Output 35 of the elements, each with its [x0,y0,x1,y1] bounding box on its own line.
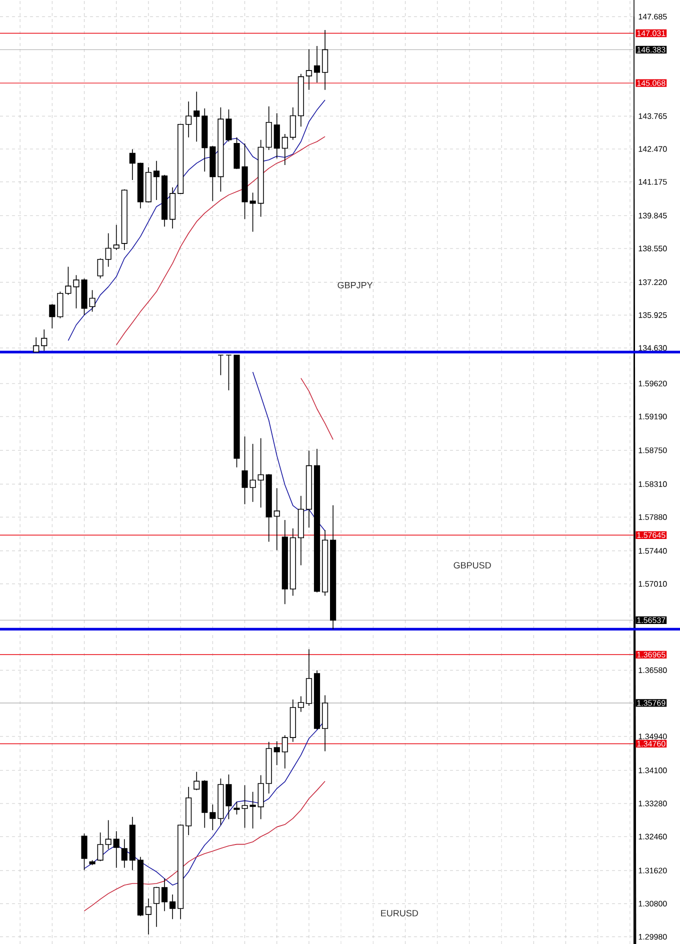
y-tick-label: 1.58750 [638,447,667,454]
ref-line-label: 147.031 [637,30,666,36]
ref-line-label: 146.383 [637,46,666,53]
text: GBPUSD [454,562,491,568]
y-tick-label: 1.57880 [638,514,667,520]
y-tick-label: 1.59620 [638,380,667,386]
ref-line-label: 1.56537 [637,617,666,623]
y-tick-label: 135.925 [638,312,667,318]
y-tick-label: 1.31620 [638,868,667,874]
y-tick-label: 1.33280 [638,800,667,806]
ref-line-label: 1.35769 [637,700,666,706]
ref-line-label: 1.57645 [637,532,666,538]
y-tick-label: 143.765 [638,113,667,119]
y-tick-label: 1.29980 [638,934,667,940]
y-tick-label: 139.845 [638,212,667,218]
y-tick-label: 141.175 [638,179,667,185]
y-tick-label: 1.30800 [638,900,667,907]
y-tick-label: 1.34100 [638,768,667,774]
text: GBPJPY [338,282,373,288]
y-tick-label: 1.57440 [638,548,667,554]
ref-line-label: 1.34760 [637,740,666,747]
y-tick-label: 1.57010 [638,581,667,587]
y-tick-label: 1.32460 [638,834,667,840]
y-tick-label: 134.630 [638,345,667,351]
ref-line-label: 145.068 [637,80,666,86]
y-tick-label: 1.58310 [638,481,667,487]
y-tick-label: 1.59190 [638,414,667,420]
text: EURUSD [381,910,418,916]
ref-line-label: 1.36965 [637,652,666,658]
y-tick-label: 142.470 [638,146,667,152]
y-tick-label: 137.220 [638,279,667,286]
y-tick-label: 1.36580 [638,667,667,674]
y-tick-label: 1.34940 [638,734,667,740]
y-tick-label: 138.550 [638,246,667,252]
y-tick-label: 147.685 [638,14,667,20]
